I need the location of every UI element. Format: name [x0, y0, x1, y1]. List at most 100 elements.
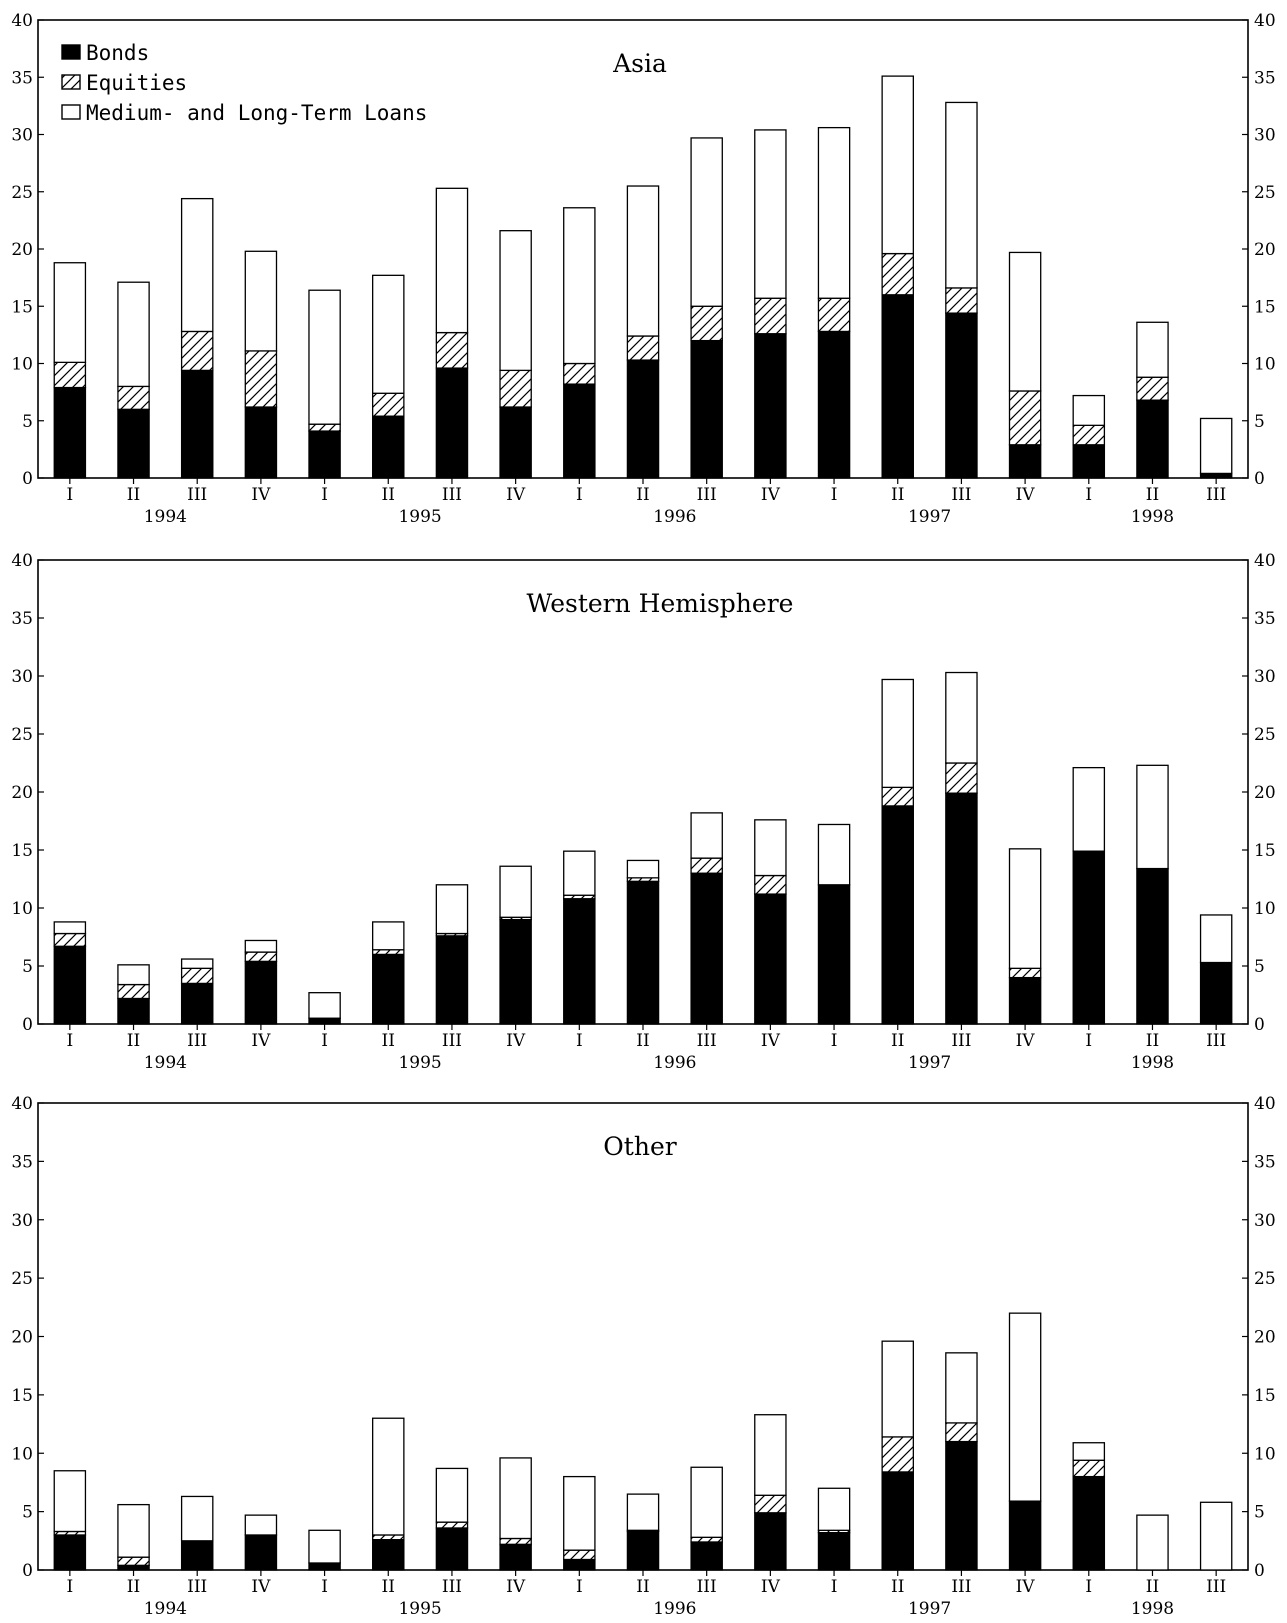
bar-segment-loans	[1199, 1501, 1233, 1571]
bar-segment-loans	[435, 884, 469, 935]
bar-segment-bonds	[754, 1512, 787, 1571]
year-label: 1995	[398, 1599, 441, 1619]
x-tick-label: I	[576, 485, 583, 505]
x-tick-label: III	[951, 485, 971, 505]
bar-segment-loans	[117, 964, 150, 986]
x-tick-label: I	[321, 485, 328, 505]
legend: Bonds Equities Medium- and Long-Term Loa…	[61, 41, 427, 125]
y-tick-label-left: 15	[11, 841, 33, 861]
x-tick-label: II	[382, 1577, 395, 1597]
bar-segment-bonds	[435, 935, 469, 1025]
y-tick-label-left: 40	[11, 551, 33, 571]
y-tick-label-right: 10	[1254, 1444, 1276, 1464]
bar-segment-bonds	[563, 383, 596, 479]
bar-segment-loans	[690, 1466, 723, 1538]
bar-segment-equities	[435, 1521, 469, 1529]
x-tick-label: IV	[761, 485, 781, 505]
bar-segment-bonds	[308, 1017, 341, 1025]
y-tick-label-right: 20	[1254, 240, 1276, 260]
bar-segment-bonds	[754, 333, 787, 479]
bar-segment-bonds	[117, 1564, 150, 1571]
bar-segment-loans	[1008, 848, 1042, 969]
legend-bonds-label: Bonds	[86, 41, 149, 65]
bar-segment-bonds	[244, 406, 278, 479]
x-tick-label: I	[831, 485, 838, 505]
bar-segment-bonds	[372, 953, 405, 1025]
bar-segment-loans	[180, 1495, 214, 1542]
chart-title: Other	[603, 1132, 676, 1161]
bar-segment-equities	[1072, 424, 1106, 446]
x-tick-label: III	[1206, 1577, 1226, 1597]
bar-segment-loans	[945, 671, 978, 764]
bar-segment-bonds	[53, 1534, 87, 1571]
bar-segment-loans	[117, 1503, 150, 1558]
bar-segment-loans	[435, 1467, 469, 1523]
y-tick-label-right: 15	[1254, 841, 1276, 861]
y-tick-label-right: 40	[1254, 1094, 1276, 1114]
y-tick-label-right: 5	[1254, 957, 1265, 977]
y-tick-label-left: 40	[11, 1094, 33, 1114]
bar-segment-bonds	[690, 1541, 723, 1571]
x-tick-label: I	[831, 1031, 838, 1051]
bar-segment-loans	[817, 1487, 851, 1531]
y-tick-label-right: 0	[1254, 1015, 1265, 1035]
bar-segment-bonds	[1136, 867, 1169, 1025]
y-tick-label-right: 0	[1254, 1561, 1265, 1581]
x-tick-label: II	[891, 1577, 904, 1597]
legend-loans-label: Medium- and Long-Term Loans	[86, 101, 427, 125]
bar-segment-loans	[690, 812, 723, 859]
y-tick-label-right: 0	[1254, 469, 1265, 489]
x-tick-label: III	[442, 1577, 462, 1597]
y-tick-label-left: 30	[11, 1211, 33, 1231]
bar-segment-bonds	[881, 805, 914, 1025]
year-label: 1994	[144, 1599, 187, 1619]
year-label: 1994	[144, 1053, 187, 1073]
year-label: 1997	[908, 507, 951, 527]
y-tick-label-left: 30	[11, 667, 33, 687]
bar-segment-equities	[945, 287, 978, 314]
bar-segment-loans	[180, 958, 214, 969]
year-label: 1994	[144, 507, 187, 527]
bar-segment-loans	[372, 274, 405, 394]
bar-segment-bonds	[1072, 1475, 1106, 1571]
x-tick-label: I	[66, 1577, 73, 1597]
x-tick-label: II	[1146, 485, 1159, 505]
x-tick-label: II	[1146, 1031, 1159, 1051]
y-tick-label-right: 20	[1254, 783, 1276, 803]
y-tick-label-right: 35	[1254, 609, 1276, 629]
x-tick-label: III	[187, 485, 207, 505]
bar-segment-bonds	[117, 408, 150, 479]
x-tick-label: II	[1146, 1577, 1159, 1597]
bar-segment-bonds	[499, 918, 532, 1025]
year-label: 1998	[1131, 1599, 1174, 1619]
bar-segment-loans	[1072, 766, 1106, 852]
bar-segment-loans	[435, 187, 469, 334]
x-tick-label: IV	[1016, 1031, 1036, 1051]
bar-segment-bonds	[754, 893, 787, 1025]
bar-segment-bonds	[53, 945, 87, 1025]
bar-segment-loans	[244, 1514, 278, 1536]
year-label: 1997	[908, 1599, 951, 1619]
y-tick-label-right: 25	[1254, 725, 1276, 745]
bar-segment-bonds	[53, 386, 87, 479]
bar-segment-equities	[754, 297, 787, 335]
bar-segment-loans	[1199, 417, 1233, 475]
y-tick-label-right: 40	[1254, 551, 1276, 571]
bar-segment-loans	[1008, 251, 1042, 392]
bar-segment-equities	[881, 1436, 914, 1473]
x-tick-label: IV	[506, 1577, 526, 1597]
x-tick-label: IV	[1016, 1577, 1036, 1597]
year-label: 1997	[908, 1053, 951, 1073]
bar-segment-loans	[817, 823, 851, 886]
y-tick-label-left: 10	[11, 899, 33, 919]
y-tick-label-right: 35	[1254, 1152, 1276, 1172]
x-tick-label: I	[321, 1577, 328, 1597]
bar-segment-equities	[1008, 967, 1042, 979]
bar-segment-equities	[754, 874, 787, 895]
bar-segment-loans	[308, 992, 341, 1019]
y-tick-label-left: 35	[11, 68, 33, 88]
bar-segment-bonds	[435, 1527, 469, 1571]
y-tick-label-left: 0	[22, 1561, 33, 1581]
bar-segment-loans	[499, 865, 532, 918]
